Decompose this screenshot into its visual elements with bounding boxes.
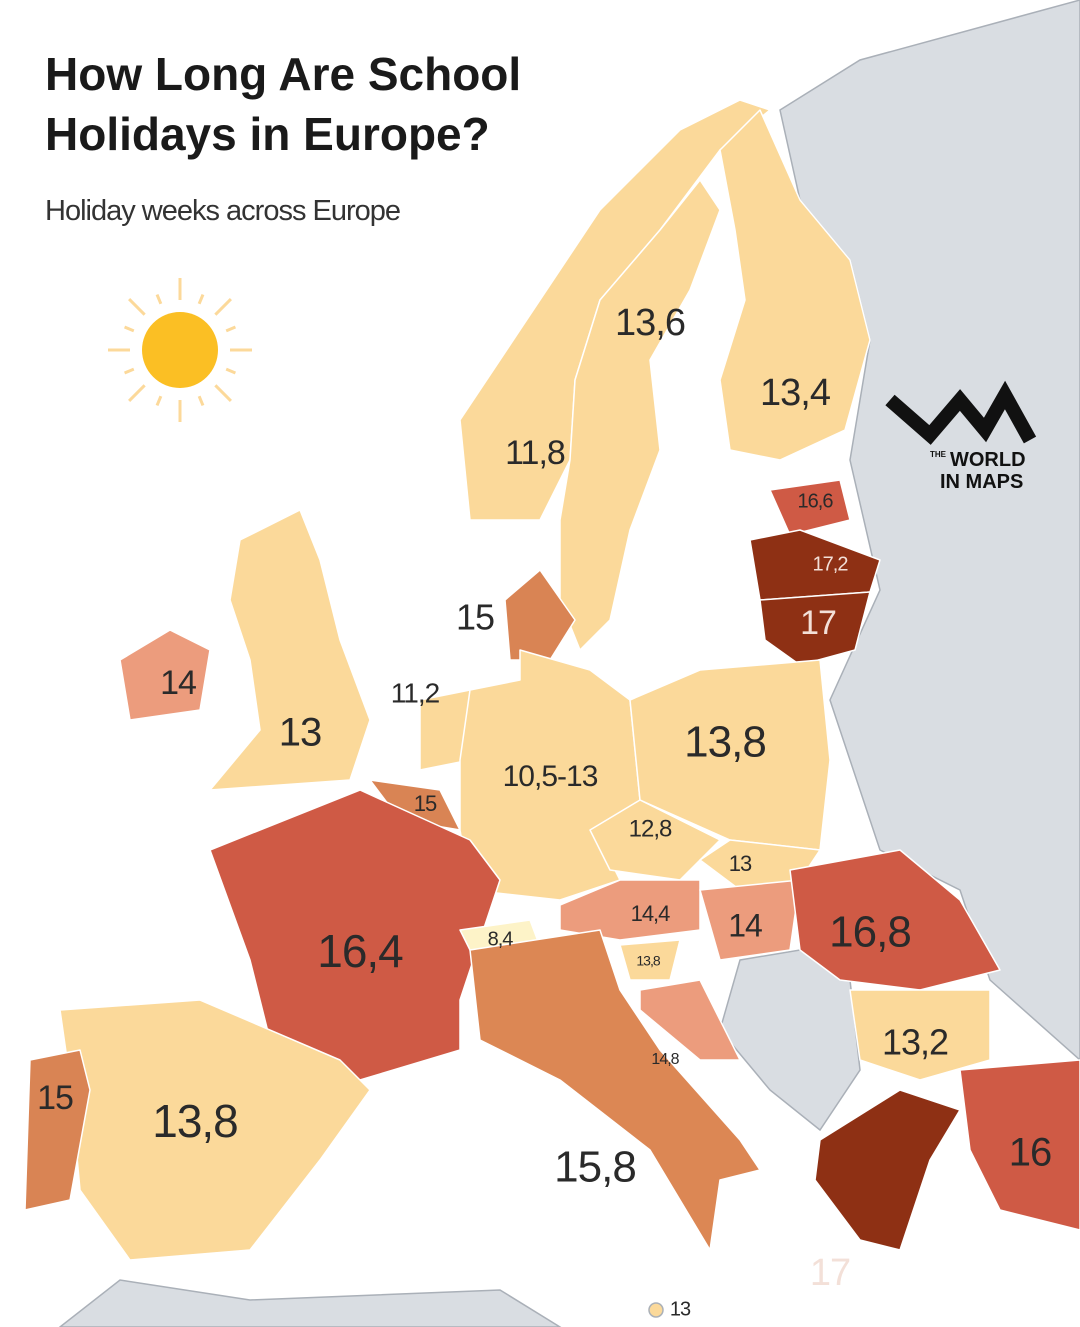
- country-label: 13: [279, 711, 322, 755]
- country-label: 13,4: [760, 372, 831, 414]
- country: [959, 1059, 1080, 1231]
- country-label: 14: [160, 664, 196, 702]
- country-label: 13,2: [882, 1022, 948, 1063]
- country-label: 14,8: [651, 1051, 679, 1068]
- country-label: 10,5-13: [503, 760, 598, 793]
- country-label: 13,8: [636, 953, 660, 969]
- country: [849, 989, 991, 1081]
- country: [719, 109, 871, 461]
- sun-ray: [225, 325, 237, 333]
- north-africa: [58, 1279, 562, 1327]
- country: [759, 591, 871, 666]
- country-label: 13: [729, 851, 752, 876]
- sun-ray: [197, 293, 205, 305]
- country: [619, 939, 681, 981]
- sun-ray: [155, 293, 163, 305]
- country-dot: [648, 1302, 664, 1318]
- country: [469, 929, 761, 1251]
- country: [209, 509, 371, 791]
- country: [699, 879, 801, 961]
- sun-ray: [128, 384, 146, 402]
- sun-ray: [197, 395, 205, 407]
- country-label: 13,6: [615, 302, 685, 344]
- sun-ray: [123, 325, 135, 333]
- logo: THE WORLD IN MAPS: [885, 380, 1037, 493]
- country: [749, 529, 881, 601]
- country: [789, 849, 1001, 991]
- country-label: 14,4: [631, 901, 671, 926]
- country-label: 15: [414, 791, 437, 816]
- country-label: 16,4: [317, 925, 403, 977]
- sun-ray: [225, 367, 237, 375]
- sun-ray: [128, 298, 146, 316]
- country: [814, 1089, 961, 1251]
- title: Holidays in Europe?: [45, 108, 490, 160]
- country-label: 11,8: [505, 434, 565, 472]
- logo-small: THE: [930, 450, 947, 459]
- country-label: 17,2: [813, 553, 849, 575]
- labels: 11,8 13,6 13,4 16,6 17,2 17 15 14 13 11,2 15 10,5-1…: [37, 302, 1052, 1320]
- country: [209, 789, 501, 1081]
- sun-ray: [214, 298, 232, 316]
- country-label: 14: [728, 907, 762, 943]
- country: [559, 879, 701, 941]
- country: [24, 1049, 91, 1211]
- country: [559, 179, 721, 651]
- logo-mark: [885, 380, 1037, 445]
- country-label: 17: [800, 604, 836, 642]
- country: [639, 979, 741, 1061]
- other-land: [58, 0, 1080, 1327]
- country-label: 11,2: [391, 677, 440, 708]
- country-label: 17: [810, 1252, 850, 1294]
- sun-icon: [108, 278, 252, 422]
- country-label: 13,8: [684, 718, 766, 767]
- country: [769, 479, 851, 536]
- country-label: 13: [670, 1298, 691, 1320]
- regions: [24, 99, 1080, 1318]
- logo-text: IN MAPS: [940, 471, 1023, 493]
- country: [119, 629, 211, 721]
- logo-text: WORLD: [950, 449, 1026, 471]
- subtitle: Holiday weeks across Europe: [45, 195, 400, 227]
- country: [699, 839, 821, 891]
- country-label: 15,8: [554, 1143, 636, 1192]
- country-label: 12,8: [629, 815, 672, 842]
- country-label: 16: [1009, 1131, 1052, 1175]
- country: [504, 569, 576, 661]
- sun-ray: [214, 384, 232, 402]
- sun-disc: [142, 312, 218, 388]
- country-label: 16,6: [798, 490, 834, 512]
- country-label: 8,4: [488, 928, 514, 950]
- title: How Long Are School: [45, 48, 521, 100]
- sun-ray: [155, 395, 163, 407]
- country-label: 13,8: [152, 1095, 238, 1147]
- country-label: 15: [456, 597, 494, 638]
- country-label: 15: [37, 1079, 73, 1117]
- sun-ray: [123, 367, 135, 375]
- country-label: 16,8: [829, 908, 911, 957]
